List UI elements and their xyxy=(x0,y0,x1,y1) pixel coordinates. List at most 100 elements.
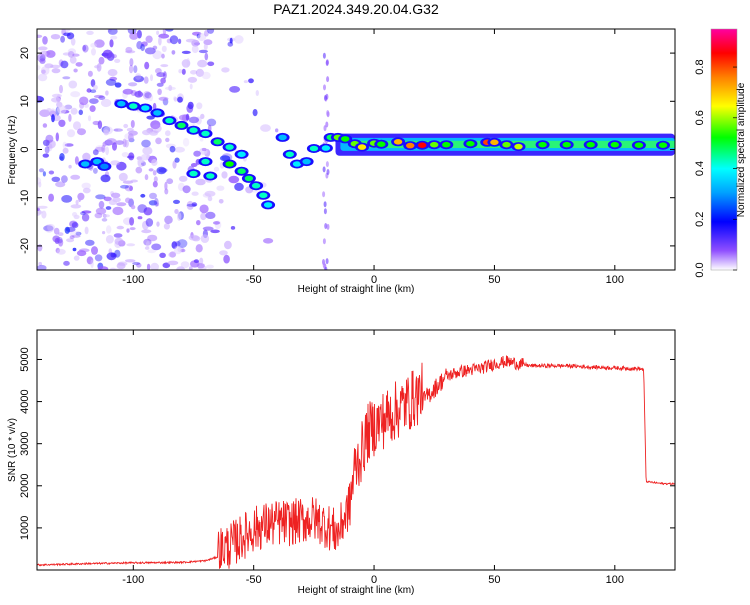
spectrogram-noise-cell xyxy=(165,130,171,137)
spectrogram-noise-cell xyxy=(223,254,230,264)
spectrogram-noise-cell xyxy=(75,62,83,67)
spectrogram-noise-cell xyxy=(42,36,48,45)
spectrogram-noise-cell xyxy=(182,185,191,194)
spectrogram-noise-cell xyxy=(202,226,214,231)
spectrogram-noise-cell xyxy=(178,38,182,44)
spectrogram-ridge-point xyxy=(237,151,246,158)
spectrogram-noise-cell xyxy=(157,88,162,96)
spectrogram-noise-cell xyxy=(158,36,162,46)
spectrogram-noise-cell xyxy=(190,70,198,75)
spectrogram-noise-cell xyxy=(152,170,157,176)
spectrogram-noise-cell xyxy=(144,174,149,181)
spectrogram-noise-cell xyxy=(53,227,60,235)
spectrogram-noise-cell xyxy=(89,98,99,104)
spectrogram-noise-cell xyxy=(191,202,198,207)
snr-y-tick-label: 3000 xyxy=(19,431,31,455)
spectrogram-noise-cell xyxy=(116,161,127,171)
spectrogram-noise-cell xyxy=(37,177,42,185)
spectrogram-noise-cell xyxy=(141,229,152,234)
spectrogram-noise-cell xyxy=(187,101,194,110)
spectrogram-noise-cell xyxy=(129,185,133,192)
spectrogram-noise-cell xyxy=(102,141,107,147)
spectrogram-noise-cell xyxy=(156,221,160,227)
spectrogram-ridge-point xyxy=(201,158,210,165)
spectrogram-noise-cell xyxy=(72,247,77,252)
spectrogram-noise-cell xyxy=(200,234,210,244)
spectrogram-noise-cell xyxy=(87,70,93,77)
spectrogram-noise-cell xyxy=(178,69,183,74)
spectrogram-noise-cell xyxy=(221,67,230,73)
spectrogram-noise-cell xyxy=(252,109,258,117)
spectrogram-noise-cell xyxy=(201,71,211,80)
spectrogram-noise-cell xyxy=(176,266,185,270)
spectrogram-noise-cell xyxy=(94,254,103,262)
spectrogram-noise-cell xyxy=(62,141,67,149)
spectrogram-noise-cell xyxy=(143,76,149,84)
spectrogram-ridge-point xyxy=(562,141,571,148)
spectrogram-noise-cell xyxy=(275,128,279,133)
spectrogram-noise-cell xyxy=(133,65,138,73)
spectrogram-ridge-point xyxy=(341,136,350,142)
spectrogram-noise-cell xyxy=(110,192,121,198)
spectrogram-noise-cell xyxy=(171,241,178,249)
spectrogram-noise-cell xyxy=(37,65,41,71)
spectrogram-noise-cell xyxy=(108,199,118,206)
spectrogram-noise-cell xyxy=(167,260,179,266)
spectrogram-noise-cell xyxy=(77,128,86,136)
snr-x-axis-label: Height of straight line (km) xyxy=(298,585,415,596)
spectrogram-noise-cell xyxy=(159,252,166,258)
spectrogram-noise-cell xyxy=(136,262,142,268)
spectrogram-noise-cell xyxy=(81,210,92,214)
spectrogram-noise-cell xyxy=(109,267,116,270)
spectrogram-noise-cell xyxy=(57,105,67,114)
spectrogram-noise-cell xyxy=(200,212,207,221)
spectrogram-noise-cell xyxy=(148,200,158,206)
spectrogram-noise-cell xyxy=(153,176,158,183)
spectrogram-noise-cell xyxy=(113,233,123,238)
spectrogram-noise-cell xyxy=(150,74,153,82)
spectrogram-noise-cell xyxy=(322,52,326,59)
spectrogram-noise-cell xyxy=(177,96,183,103)
spectrogram-noise-cell xyxy=(82,152,91,162)
spectrogram-noise-cell xyxy=(37,264,47,270)
spectrogram-ridge-point xyxy=(225,161,234,167)
spectrogram-noise-cell xyxy=(150,120,161,130)
spectrogram-noise-cell xyxy=(73,214,80,220)
spectrogram-noise-cell xyxy=(189,83,193,90)
spectrogram-noise-cell xyxy=(326,169,330,175)
spectrogram-noise-cell xyxy=(50,108,56,117)
spectrogram-noise-cell xyxy=(103,129,109,136)
spectrogram-noise-cell xyxy=(169,251,176,258)
spectrogram-noise-cell xyxy=(51,97,61,103)
spectrogram-noise-cell xyxy=(62,76,71,80)
spectrogram-noise-cell xyxy=(143,238,152,246)
spectrogram-noise-cell xyxy=(191,191,199,196)
spectrogram-ridge-point xyxy=(634,142,644,148)
spectrogram-noise-cell xyxy=(219,250,228,256)
snr-y-axis-label: SNR (10 * v/v) xyxy=(7,418,18,482)
spectrogram-noise-cell xyxy=(140,193,146,198)
spectrogram-noise-cell xyxy=(195,178,206,186)
spectrogram-ridge-point xyxy=(201,130,210,137)
spectrogram-noise-cell xyxy=(75,231,82,236)
spectrogram-noise-cell xyxy=(80,211,86,216)
spectrogram-noise-cell xyxy=(199,257,204,265)
spectrogram-noise-cell xyxy=(255,90,259,96)
spectrogram-noise-cell xyxy=(228,175,240,184)
colorbar-ticks: 0.0 0.2 0.4 0.6 0.8 xyxy=(694,59,737,278)
spectrogram-noise-cell xyxy=(181,50,191,55)
spectrogram-noise-cell xyxy=(230,226,236,230)
spectrogram-noise-cell xyxy=(323,208,327,215)
spectrogram-noise-cell xyxy=(70,91,81,98)
spectrogram-noise-cell xyxy=(169,35,179,45)
spectrogram-ridge-point xyxy=(302,158,311,165)
spectrogram-noise-cell xyxy=(188,234,200,241)
spectrogram-noise-cell xyxy=(127,133,134,142)
spectrogram-y-axis-label: Frequency (Hz) xyxy=(7,116,18,185)
spectrogram-noise-cell xyxy=(70,204,82,209)
spectrogram-noise-cell xyxy=(149,131,158,136)
colorbar-label: Normalized spectral amplitude xyxy=(736,82,747,217)
spectrogram-noise-cell xyxy=(141,154,150,161)
